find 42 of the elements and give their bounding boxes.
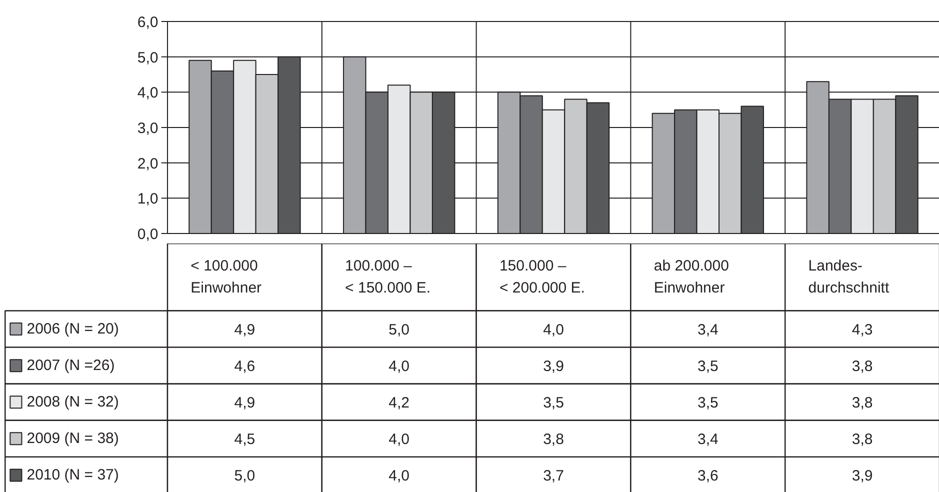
y-tick-label: 6,0 <box>137 14 158 31</box>
data-label: 3,4 <box>697 322 718 339</box>
y-tick-label: 5,0 <box>137 49 158 66</box>
data-label: 4,0 <box>543 322 564 339</box>
data-label: 4,9 <box>234 322 256 339</box>
data-label: 5,0 <box>234 468 256 485</box>
y-tick-label: 2,0 <box>137 155 158 172</box>
data-label: 4,9 <box>234 394 256 412</box>
y-tick-label: 3,0 <box>137 120 158 137</box>
data-label: 3,8 <box>543 431 564 448</box>
x-tick-label: 100.000 – < 150.000 E. <box>345 258 431 297</box>
data-label: 3,8 <box>852 431 873 448</box>
data-label: 3,7 <box>543 468 564 485</box>
data-label: 3,8 <box>852 394 873 412</box>
x-tick-label: Landes- durchschnitt <box>808 258 890 297</box>
data-label: 4,3 <box>852 322 873 339</box>
legend-label: 2009 (N = 38) <box>26 430 119 448</box>
legend-label: 2010 (N = 37) <box>26 466 119 484</box>
x-tick-label: < 100.000 Einwohner <box>190 258 262 297</box>
data-label: 3,9 <box>543 358 564 376</box>
x-tick-label: 150.000 – < 200.000 E. <box>499 258 585 297</box>
data-label: 4,0 <box>388 431 410 448</box>
data-label: 4,2 <box>388 394 410 412</box>
data-label: 3,5 <box>543 394 564 412</box>
legend-label: 2007 (N =26) <box>26 357 115 374</box>
data-label: 5,0 <box>388 322 410 339</box>
data-label: 3,5 <box>697 394 718 412</box>
data-label: 3,8 <box>852 358 873 376</box>
data-label: 3,9 <box>852 468 873 485</box>
data-label: 3,4 <box>697 431 718 448</box>
data-label: 4,0 <box>388 358 410 376</box>
y-tick-label: 0,0 <box>137 226 158 243</box>
data-label: 4,6 <box>234 358 256 376</box>
legend-label: 2008 (N = 32) <box>26 394 119 411</box>
data-label: 4,0 <box>388 468 410 485</box>
y-tick-label: 4,0 <box>137 84 158 102</box>
y-tick-label: 1,0 <box>137 190 158 208</box>
x-tick-label: ab 200.000 Einwohner <box>654 258 729 297</box>
data-label: 4,5 <box>234 431 256 448</box>
legend-label: 2006 (N = 20) <box>26 320 119 338</box>
data-label: 3,6 <box>697 468 718 485</box>
data-label: 3,5 <box>697 358 718 376</box>
